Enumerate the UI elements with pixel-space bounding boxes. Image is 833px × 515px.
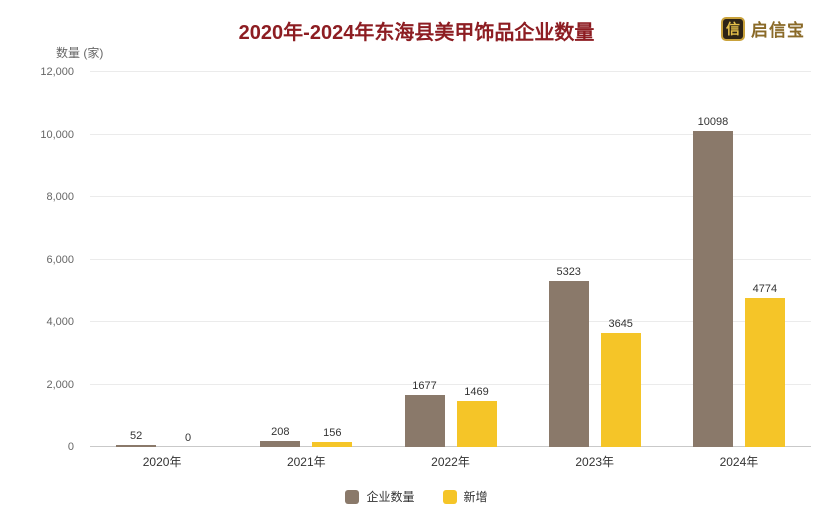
bar-group: 10098 4774 [667,72,811,447]
legend-label-enterprise-count: 企业数量 [366,490,415,504]
bar-企业数量[interactable] [548,280,589,447]
x-axis-labels: 2020年 2021年 2022年 2023年 2024年 [90,453,811,470]
y-tick-label: 8,000 [46,191,74,203]
gridlines [90,71,811,447]
x-axis-label: 2024年 [719,455,759,469]
bar-column: 208 [260,72,301,447]
legend-item-enterprise-count[interactable]: 企业数量 [345,488,415,505]
chart-title: 2020年-2024年东海县美甲饰品企业数量 [238,22,595,44]
bar-value-label: 52 [129,430,143,443]
bar-group: 52 0 [90,72,234,447]
gridline [90,258,811,260]
bar-value-label: 1677 [412,379,437,392]
bar-新增[interactable] [312,442,353,447]
bar-column: 0 [168,72,208,447]
bar-企业数量[interactable] [404,394,445,447]
brand-logo: 信 启信宝 [721,16,805,41]
bar-column: 52 [116,72,157,447]
legend-swatch-new-added [442,489,457,504]
bar-新增[interactable] [600,333,641,447]
bar-企业数量[interactable] [692,131,733,447]
legend-swatch-enterprise-count [345,489,360,504]
gridline [90,71,811,72]
x-axis-label: 2022年 [431,455,470,469]
gridline [90,383,811,385]
legend: 企业数量 新增 [0,488,833,505]
bar-group: 1677 1469 [378,72,522,447]
gridline [90,321,811,322]
bar-value-label: 4774 [752,282,778,295]
y-tick-label: 12,000 [40,66,74,78]
y-tick-label: 2,000 [46,378,74,391]
bar-column: 156 [312,72,353,447]
bar-column: 4774 [744,72,785,447]
x-axis-label: 2021年 [286,455,326,469]
bar-企业数量[interactable] [116,445,157,447]
y-axis-title: 数量 (家) [56,46,104,60]
x-axis-label: 2020年 [142,455,182,469]
qixinbao-shield-icon: 信 [721,16,745,41]
x-axis-line [90,446,811,447]
bar-新增[interactable] [456,401,497,447]
y-tick-label: 0 [67,441,74,453]
y-tick-label: 10,000 [40,128,74,141]
bar-value-label: 0 [185,432,192,444]
plot-area: 52 0 208 156 1677 1469 5323 3645 10098 4774 [90,71,811,447]
bar-column: 1469 [456,72,497,447]
brand-logo-text: 启信宝 [751,21,805,40]
y-tick-label: 6,000 [46,253,74,266]
legend-label-new-added: 新增 [463,490,488,504]
bar-column: 1677 [404,72,445,447]
legend-item-new-added[interactable]: 新增 [442,488,488,505]
bar-value-label: 5323 [556,265,581,278]
bar-value-label: 3645 [608,318,633,331]
gridline [90,196,811,197]
x-axis-label: 2023年 [575,455,615,469]
bar-新增[interactable] [744,297,785,447]
bar-column: 10098 [692,72,733,447]
bar-group: 208 156 [234,72,378,447]
bar-group: 5323 3645 [523,72,667,447]
bar-value-label: 10098 [697,116,729,129]
bar-column: 3645 [600,72,641,447]
gridline [90,133,811,135]
bar-value-label: 208 [271,425,290,438]
bar-value-label: 156 [323,427,342,440]
bar-value-label: 1469 [464,386,489,399]
y-axis-ticks: 0 2,000 4,000 6,000 8,000 10,000 12,000 [0,66,82,453]
bar-column: 5323 [548,72,589,447]
bar-groups: 52 0 208 156 1677 1469 5323 3645 10098 4774 [90,72,811,447]
y-tick-label: 4,000 [46,316,74,328]
bar-企业数量[interactable] [260,440,301,447]
